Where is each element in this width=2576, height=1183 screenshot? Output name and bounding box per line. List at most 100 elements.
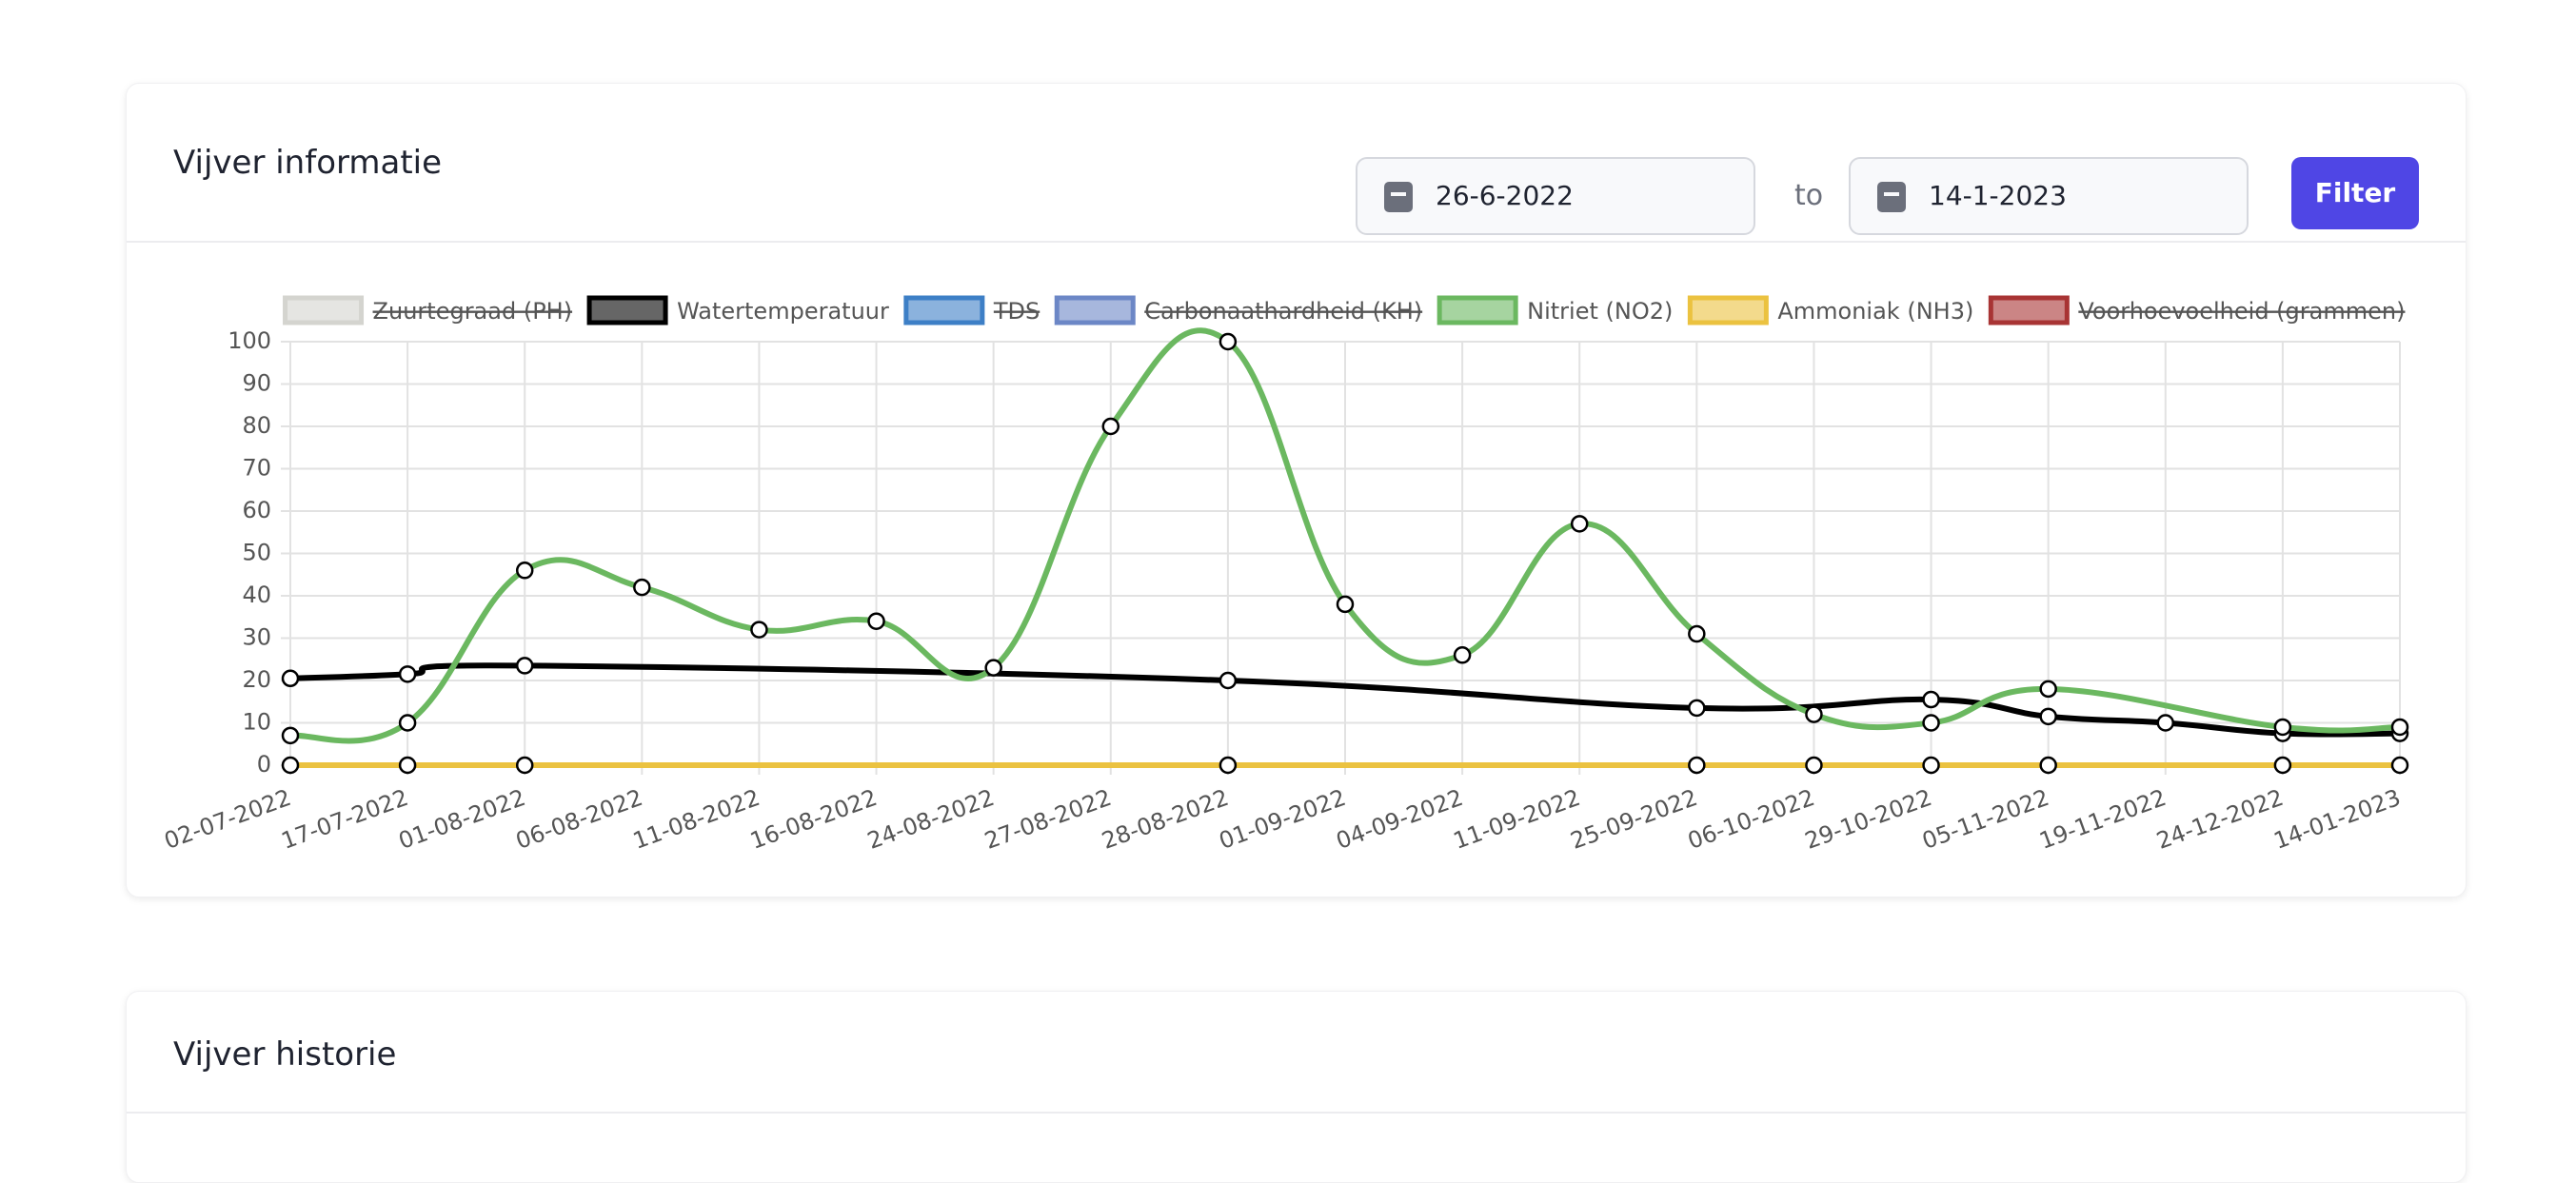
chart: 0 10 20 30 40 50 60 70 80 90 100 02-07-202217-07-20…: [161, 295, 2409, 855]
data-point: [1219, 756, 1238, 775]
legend-swatch: [586, 295, 668, 325]
data-point: [2273, 756, 2292, 775]
calendar-icon: [1877, 182, 1906, 212]
data-point: [1688, 624, 1706, 643]
data-point: [2273, 718, 2292, 737]
y-tick-label: 50: [242, 540, 271, 566]
legend-label: TDS: [993, 298, 1040, 325]
x-tick-label: 14-01-2023: [2270, 784, 2405, 855]
data-point: [1805, 705, 1823, 723]
date-from-text: 26-6-2022: [1436, 180, 1574, 211]
legend-item[interactable]: TDS: [903, 295, 1040, 325]
y-tick-label: 40: [242, 582, 271, 608]
legend-item[interactable]: Carbonaathardheid (KH): [1054, 295, 1422, 325]
data-point: [984, 659, 1002, 677]
data-point: [1688, 699, 1706, 718]
legend-swatch: [283, 295, 365, 325]
x-tick-label: 16-08-2022: [746, 784, 881, 855]
data-point: [398, 756, 417, 775]
data-point: [1570, 515, 1589, 533]
x-tick-label: 29-10-2022: [1801, 784, 1935, 855]
data-point: [1453, 646, 1472, 664]
data-point: [281, 669, 300, 688]
data-point: [2390, 756, 2409, 775]
x-tick-label: 17-07-2022: [278, 784, 412, 855]
data-point: [281, 756, 300, 775]
legend-item[interactable]: Watertemperatuur: [586, 295, 889, 325]
x-tick-label: 02-07-2022: [161, 784, 295, 855]
x-tick-label: 25-09-2022: [1567, 784, 1701, 855]
y-tick-label: 90: [242, 370, 271, 397]
data-point: [398, 714, 417, 732]
data-point: [1922, 756, 1940, 775]
x-tick-label: 24-12-2022: [2153, 784, 2288, 855]
data-point: [515, 756, 534, 775]
info-card: Vijver informatie 26-6-2022 to 14-1-2023…: [126, 83, 2467, 897]
date-to-text: 14-1-2023: [1929, 180, 2067, 211]
y-tick-label: 10: [242, 709, 271, 736]
x-tick-label: 11-09-2022: [1450, 784, 1584, 855]
legend-label: Zuurtegraad (PH): [373, 298, 573, 325]
legend-item[interactable]: Ammoniak (NH3): [1687, 295, 1973, 325]
x-tick-label: 19-11-2022: [2036, 784, 2170, 855]
x-tick-label: 27-08-2022: [981, 784, 1116, 855]
data-point: [281, 726, 300, 745]
data-point: [1922, 714, 1940, 732]
legend-label: Watertemperatuur: [677, 298, 889, 325]
y-tick-label: 70: [242, 455, 271, 482]
legend-swatch: [1054, 295, 1136, 325]
date-to[interactable]: 14-1-2023: [1849, 157, 2249, 235]
data-point: [398, 665, 417, 683]
data-point: [2039, 680, 2057, 699]
legend-label: Carbonaathardheid (KH): [1144, 298, 1422, 325]
legend-label: Voorhoevoelheid (grammen): [2078, 298, 2405, 325]
data-point: [1101, 417, 1120, 436]
x-tick-label: 28-08-2022: [1099, 784, 1233, 855]
y-tick-label: 30: [242, 624, 271, 651]
to-label: to: [1794, 179, 1824, 212]
y-tick-label: 20: [242, 666, 271, 693]
divider: [127, 241, 2466, 243]
legend-swatch: [1437, 295, 1518, 325]
date-from[interactable]: 26-6-2022: [1356, 157, 1755, 235]
x-tick-label: 06-08-2022: [512, 784, 646, 855]
legend-item[interactable]: Zuurtegraad (PH): [283, 295, 573, 325]
legend-item[interactable]: Voorhoevoelheid (grammen): [1988, 295, 2405, 325]
x-tick-label: 06-10-2022: [1684, 784, 1818, 855]
data-point: [1922, 690, 1940, 709]
data-point: [1336, 595, 1355, 614]
data-point: [1805, 756, 1823, 775]
data-point: [633, 578, 651, 597]
card-title: Vijver informatie: [173, 144, 443, 182]
y-tick-label: 0: [257, 751, 271, 778]
legend-swatch: [1687, 295, 1769, 325]
data-point: [2039, 707, 2057, 726]
x-tick-label: 04-09-2022: [1333, 784, 1467, 855]
page: Vijver informatie 26-6-2022 to 14-1-2023…: [126, 83, 2467, 1183]
card-title: Vijver historie: [173, 1035, 397, 1074]
legend-item[interactable]: Nitriet (NO2): [1437, 295, 1673, 325]
data-point: [1219, 332, 1238, 351]
y-tick-label: 100: [228, 327, 271, 354]
y-tick-label: 60: [242, 497, 271, 523]
data-point: [515, 657, 534, 675]
x-tick-label: 11-08-2022: [629, 784, 763, 855]
x-tick-label: 01-08-2022: [395, 784, 529, 855]
data-point: [750, 621, 768, 639]
calendar-icon: [1384, 182, 1413, 212]
legend-swatch: [903, 295, 985, 325]
data-point: [2156, 714, 2175, 732]
data-point: [1219, 671, 1238, 690]
legend-swatch: [1988, 295, 2070, 325]
data-point: [867, 612, 885, 630]
x-tick-label: 24-08-2022: [863, 784, 998, 855]
data-point: [515, 562, 534, 580]
x-tick-label: 05-11-2022: [1918, 784, 2052, 855]
data-point: [1688, 756, 1706, 775]
divider: [127, 1112, 2466, 1114]
filter-button[interactable]: Filter: [2291, 157, 2419, 229]
y-tick-label: 80: [242, 412, 271, 439]
legend-label: Nitriet (NO2): [1527, 298, 1673, 325]
x-tick-label: 01-09-2022: [1216, 784, 1350, 855]
data-point: [2390, 718, 2409, 737]
